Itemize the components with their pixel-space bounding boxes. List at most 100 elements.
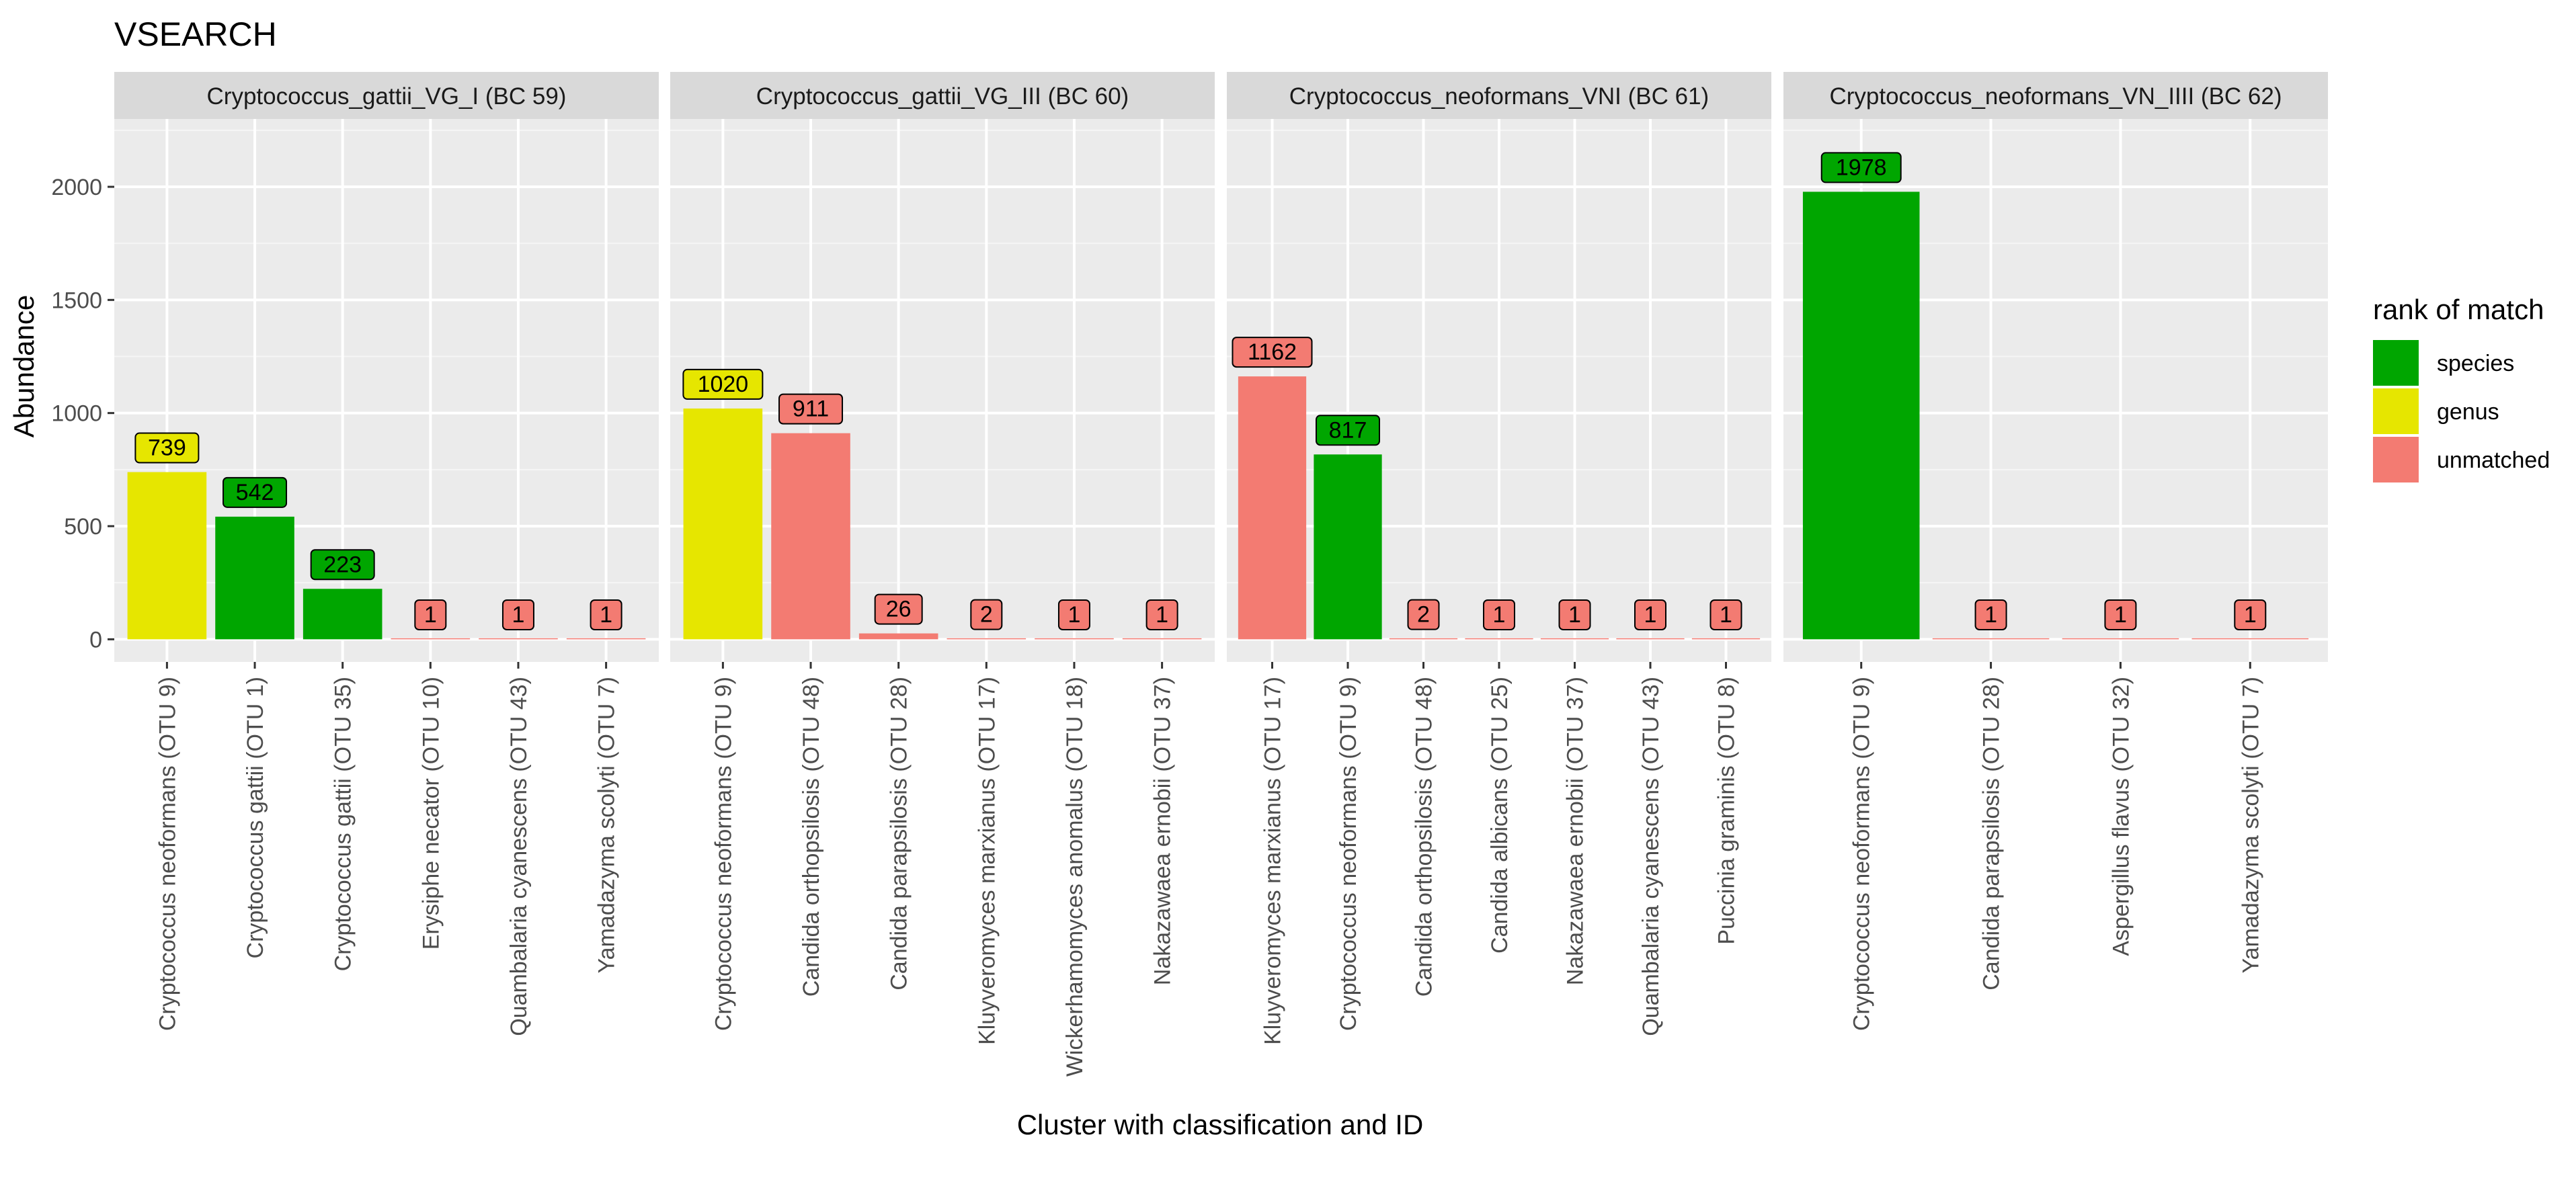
facet-strip [670, 72, 1215, 119]
bar [858, 633, 938, 640]
x-tick-label: Cryptococcus neoformans (OTU 9) [155, 677, 180, 1031]
legend-key [2373, 340, 2419, 386]
data-label: 739 [148, 435, 186, 461]
data-label-box [1316, 415, 1380, 446]
x-tick-label: Aspergillus flavus (OTU 32) [2108, 677, 2134, 956]
x-tick-label: Wickerhamomyces anomalus (OTU 18) [1062, 677, 1088, 1077]
legend-title: rank of match [2373, 294, 2544, 325]
data-label: 1 [1984, 602, 1997, 628]
x-tick-label: Cryptococcus neoformans (OTU 9) [711, 677, 736, 1031]
data-label: 223 [323, 552, 362, 577]
bar [1035, 638, 1114, 640]
data-label: 1 [2114, 602, 2127, 628]
legend-key [2373, 437, 2419, 482]
data-label-box [590, 599, 622, 630]
data-label-box [1634, 599, 1666, 630]
data-label: 911 [793, 396, 829, 422]
data-label: 1162 [1248, 339, 1297, 365]
bar [566, 638, 646, 640]
data-label: 542 [236, 480, 274, 505]
x-tick-label: Candida orthopsilosis (OTU 48) [1412, 677, 1437, 997]
x-tick-label: Nakazawaea ernobii (OTU 37) [1563, 677, 1588, 985]
y-tick-label: 1500 [51, 288, 102, 313]
bar [127, 472, 207, 640]
data-label-box [1057, 599, 1090, 630]
x-tick-label: Cryptococcus gattii (OTU 35) [331, 677, 356, 971]
bar [1314, 454, 1382, 640]
bar [215, 516, 294, 640]
bar [771, 433, 850, 640]
x-tick-label: Cryptococcus neoformans (OTU 9) [1336, 677, 1361, 1031]
data-label: 1 [1644, 602, 1657, 628]
data-label: 1 [1156, 602, 1168, 628]
data-label: 1 [2244, 602, 2257, 628]
bar [1616, 638, 1685, 640]
data-label-box [310, 549, 375, 581]
data-label-box [223, 476, 288, 508]
facet-panel: Cryptococcus_gattii_VG_III (BC 60) 1020 Cr… [670, 72, 1215, 1077]
bar [683, 408, 763, 640]
x-tick-label: Yamadazyma scolyti (OTU 7) [594, 677, 620, 973]
bar [1465, 638, 1533, 640]
bar [479, 638, 558, 640]
bar [1238, 376, 1307, 640]
bar [1389, 638, 1458, 640]
data-label: 1 [512, 602, 525, 628]
legend-label: unmatched [2437, 448, 2550, 473]
bar [947, 638, 1027, 640]
data-label: 1 [1068, 602, 1081, 628]
data-label: 1 [600, 602, 612, 628]
legend: rank of match species genus unmatched [2373, 294, 2550, 482]
legend-label: genus [2437, 399, 2499, 425]
x-tick-label: Erysiphe necator (OTU 10) [418, 677, 444, 950]
x-tick-label: Kluyveromyces marxianus (OTU 17) [974, 677, 1000, 1045]
x-tick-label: Candida parapsilosis (OTU 28) [1979, 677, 2005, 991]
bar [1691, 638, 1761, 640]
data-label-box [1974, 599, 2007, 630]
data-label-box [1232, 337, 1313, 368]
x-tick-label: Quambalaria cyanescens (OTU 43) [1638, 677, 1664, 1036]
data-label-box [1145, 599, 1178, 630]
x-tick-label: Yamadazyma scolyti (OTU 7) [2238, 677, 2263, 973]
facet-strip [114, 72, 659, 119]
bar [2062, 638, 2179, 640]
data-label-box [970, 599, 1003, 630]
data-label-box [501, 599, 534, 630]
data-label-box [1407, 599, 1440, 630]
y-tick-label: 0 [89, 627, 102, 653]
data-label: 1978 [1836, 155, 1887, 180]
bar [1540, 638, 1609, 640]
x-tick-label: Cryptococcus neoformans (OTU 9) [1849, 677, 1875, 1031]
data-label-box [414, 599, 447, 630]
legend-label: species [2437, 351, 2514, 376]
y-tick-label: 1000 [51, 401, 102, 427]
data-label: 817 [1329, 417, 1367, 443]
data-label-box [1709, 599, 1742, 630]
data-label: 2 [1417, 602, 1430, 628]
data-label: 1 [424, 602, 437, 628]
facet-strip [1783, 72, 2328, 119]
data-label: 1020 [698, 372, 749, 397]
data-label-box [134, 432, 200, 464]
data-label: 1 [1720, 602, 1732, 628]
facet-strip-label: Cryptococcus_gattii_VG_III (BC 60) [756, 83, 1129, 110]
facet-strip-label: Cryptococcus_neoformans_VN_IIII (BC 62) [1829, 83, 2282, 110]
x-tick-label: Candida orthopsilosis (OTU 48) [799, 677, 824, 997]
x-tick-label: Nakazawaea ernobii (OTU 37) [1150, 677, 1176, 985]
x-tick-label: Cryptococcus gattii (OTU 1) [243, 677, 268, 958]
facet-strip-label: Cryptococcus_neoformans_VNI (BC 61) [1289, 83, 1709, 110]
x-tick-label: Puccinia graminis (OTU 8) [1714, 677, 1740, 945]
bar [1122, 638, 1202, 640]
bar [2191, 638, 2309, 640]
facet-panel: Cryptococcus_gattii_VG_I (BC 59) 739 Crypt… [114, 72, 659, 1036]
data-label-box [874, 593, 923, 625]
bar [1932, 638, 2050, 640]
data-label: 1 [1568, 602, 1581, 628]
bar [391, 638, 471, 640]
bar [303, 589, 383, 640]
x-tick-label: Candida parapsilosis (OTU 28) [887, 677, 912, 991]
y-axis-title: Abundance [8, 295, 40, 438]
data-label: 2 [980, 602, 993, 628]
